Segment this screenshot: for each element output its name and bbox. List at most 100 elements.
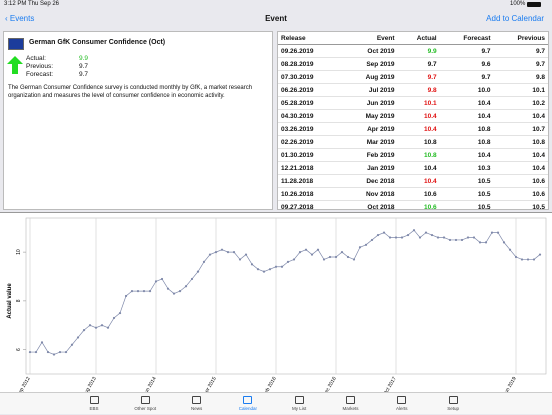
flag-icon	[8, 38, 24, 50]
table-cell: 10.6	[397, 187, 440, 201]
data-point	[220, 248, 224, 251]
data-point	[148, 290, 152, 293]
add-to-calendar[interactable]: Add to Calendar	[486, 14, 544, 23]
table-cell: 10.6	[493, 174, 548, 188]
tab[interactable]: Alerts	[380, 393, 424, 415]
data-point	[46, 350, 50, 354]
tab-icon	[294, 396, 304, 404]
table-cell: Apr 2019	[340, 122, 398, 136]
field-row: Previous: 9.7	[26, 63, 88, 71]
data-point	[442, 236, 446, 239]
table-cell: 11.28.2018	[278, 174, 341, 188]
data-point	[340, 251, 344, 254]
data-point	[58, 350, 62, 354]
table-cell: 09.27.2018	[278, 200, 341, 209]
data-point	[202, 260, 206, 263]
data-point	[454, 238, 458, 242]
data-point	[256, 268, 260, 271]
table: Release Event Actual Forecast Previous 09.26.…	[278, 32, 548, 209]
tab[interactable]: Calendar	[226, 393, 270, 415]
table-cell: 10.4	[439, 96, 494, 110]
data-point	[508, 248, 512, 251]
data-point	[232, 251, 236, 254]
table-cell: Dec 2018	[340, 174, 398, 188]
data-point	[34, 350, 38, 354]
table-cell: 10.6	[397, 200, 440, 209]
column-header: Actual	[397, 32, 440, 45]
tab-label: News	[190, 406, 203, 411]
tab[interactable]: My List	[277, 393, 321, 415]
data-point	[298, 251, 302, 254]
tab-icon	[448, 396, 458, 404]
table-cell: 10.8	[493, 135, 548, 149]
table-row: 07.30.2019 Aug 2019 9.7 9.7 9.8	[278, 70, 548, 84]
table-cell: 02.26.2019	[278, 135, 341, 149]
x-tick-label: Jun 2019	[502, 376, 518, 392]
table-row: 04.30.2019 May 2019 10.4 10.4 10.4	[278, 109, 548, 123]
data-point	[142, 290, 146, 293]
table-cell: Jul 2019	[340, 83, 398, 97]
tab[interactable]: News	[175, 393, 219, 415]
back-button[interactable]: ‹ Events	[5, 14, 35, 23]
tab-bar: EBS Other Spot News Calendar My List Markets A…	[0, 392, 552, 414]
data-point	[250, 263, 254, 266]
table-cell: 9.7	[397, 70, 440, 84]
data-point	[304, 248, 308, 251]
data-point	[424, 231, 428, 234]
data-point	[484, 241, 488, 244]
table-cell: Mar 2019	[340, 135, 398, 149]
field-label: Actual:	[26, 55, 46, 62]
data-point	[310, 253, 314, 256]
table-row: 09.26.2019 Oct 2019 9.9 9.7 9.7	[278, 44, 548, 58]
table-cell: Oct 2019	[340, 44, 398, 58]
nav-bar: ‹ Events Event Add to Calendar	[0, 9, 552, 29]
date: Thu Sep 26	[28, 1, 60, 7]
data-point	[538, 253, 542, 256]
column-header: Release	[278, 32, 341, 45]
data-point	[472, 236, 476, 239]
data-point	[526, 258, 530, 261]
tab-icon	[89, 396, 99, 404]
data-point	[436, 236, 440, 239]
column-header: Previous	[493, 32, 548, 45]
tab[interactable]: EBS	[72, 393, 116, 415]
table-cell: 10.4	[493, 161, 548, 175]
tab[interactable]: Markets	[329, 393, 373, 415]
data-point	[214, 251, 218, 254]
back-label[interactable]: Events	[9, 14, 35, 23]
data-point	[412, 229, 416, 232]
tab-icon	[243, 396, 253, 404]
y-axis-label: Actual value	[7, 283, 13, 319]
data-point	[88, 324, 92, 327]
table-cell: 10.1	[493, 83, 548, 97]
data-point	[490, 231, 494, 234]
data-point	[448, 238, 452, 242]
field-value: 9.7	[79, 71, 89, 78]
field-row: Actual: 9.9	[26, 55, 88, 63]
tab[interactable]: Other Spot	[123, 393, 167, 415]
table-row: 10.26.2018 Nov 2018 10.6 10.5 10.6	[278, 187, 548, 201]
table-cell: 10.4	[397, 109, 440, 123]
data-point	[430, 233, 434, 237]
table-cell: May 2019	[340, 109, 398, 123]
data-point	[388, 236, 392, 239]
tab-label: Markets	[342, 406, 359, 411]
table-cell: 10.4	[439, 148, 494, 162]
table-cell: 10.5	[493, 200, 548, 209]
data-point	[292, 258, 296, 261]
table-body: 09.26.2019 Oct 2019 9.9 9.7 9.7 08.28.2019 Sep…	[278, 44, 548, 209]
field-value: 9.9	[79, 55, 89, 62]
table-cell: 10.4	[397, 161, 440, 175]
table-cell: Feb 2019	[340, 148, 398, 162]
tab-icon	[346, 396, 355, 404]
tab[interactable]: Setup	[431, 393, 475, 415]
table-cell: 10.8	[439, 122, 494, 136]
table-cell: 10.4	[493, 148, 548, 162]
x-tick-label: Aug 2013	[82, 376, 98, 392]
data-point	[520, 258, 524, 261]
field-value: 9.7	[79, 63, 89, 70]
data-point	[364, 243, 368, 246]
table-cell: 10.7	[493, 122, 548, 136]
table-cell: 9.7	[493, 44, 548, 58]
